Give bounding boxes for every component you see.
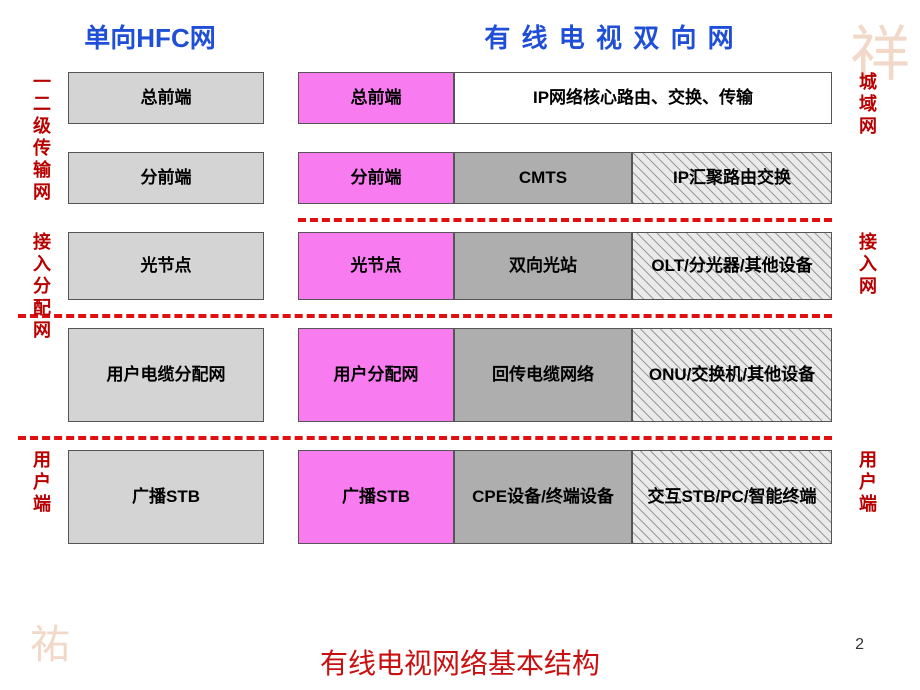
- diagram-grid: 总前端总前端IP网络核心路由、交换、传输分前端分前端CMTSIP汇聚路由交换光节…: [68, 72, 832, 572]
- cell-right: ONU/交换机/其他设备: [632, 328, 832, 422]
- column-gap: [264, 152, 298, 204]
- diagram-row: 总前端总前端IP网络核心路由、交换、传输: [68, 72, 832, 124]
- cell-left: 总前端: [68, 72, 264, 124]
- divider-dash: [298, 218, 832, 222]
- cell-right: 用户分配网: [298, 328, 454, 422]
- cell-left: 分前端: [68, 152, 264, 204]
- cell-right: 总前端: [298, 72, 454, 124]
- title-left: 单向HFC网: [0, 18, 300, 55]
- diagram-row: 用户电缆分配网用户分配网回传电缆网络ONU/交换机/其他设备: [68, 328, 832, 422]
- caption: 有线电视网络基本结构: [0, 642, 920, 682]
- diagram-row: 分前端分前端CMTSIP汇聚路由交换: [68, 152, 832, 204]
- right-section-label: 城域网: [854, 72, 880, 204]
- cell-right: OLT/分光器/其他设备: [632, 232, 832, 300]
- cell-left: 光节点: [68, 232, 264, 300]
- left-section-label: 用户端: [28, 450, 54, 544]
- column-gap: [264, 328, 298, 422]
- right-section-label: 接入网: [854, 232, 880, 422]
- column-gap: [264, 232, 298, 300]
- cell-right: IP网络核心路由、交换、传输: [454, 72, 832, 124]
- page-number: 2: [855, 636, 864, 654]
- left-section-label: 接入分配网: [28, 232, 54, 422]
- cell-right: 回传电缆网络: [454, 328, 632, 422]
- cell-right: 交互STB/PC/智能终端: [632, 450, 832, 544]
- divider-dash: [18, 314, 832, 318]
- divider-dash: [18, 436, 832, 440]
- column-gap: [264, 72, 298, 124]
- cell-right: IP汇聚路由交换: [632, 152, 832, 204]
- column-gap: [264, 450, 298, 544]
- cell-right: CMTS: [454, 152, 632, 204]
- cell-left: 广播STB: [68, 450, 264, 544]
- title-right: 有 线 电 视 双 向 网: [300, 18, 920, 55]
- cell-right: 双向光站: [454, 232, 632, 300]
- cell-right: 光节点: [298, 232, 454, 300]
- left-section-label: 一二级传输网: [28, 72, 54, 204]
- cell-right: CPE设备/终端设备: [454, 450, 632, 544]
- cell-right: 分前端: [298, 152, 454, 204]
- cell-left: 用户电缆分配网: [68, 328, 264, 422]
- title-row: 单向HFC网 有 线 电 视 双 向 网: [0, 18, 920, 55]
- cell-right: 广播STB: [298, 450, 454, 544]
- diagram-row: 光节点光节点双向光站OLT/分光器/其他设备: [68, 232, 832, 300]
- right-section-label: 用户端: [854, 450, 880, 544]
- diagram-row: 广播STB广播STBCPE设备/终端设备交互STB/PC/智能终端: [68, 450, 832, 544]
